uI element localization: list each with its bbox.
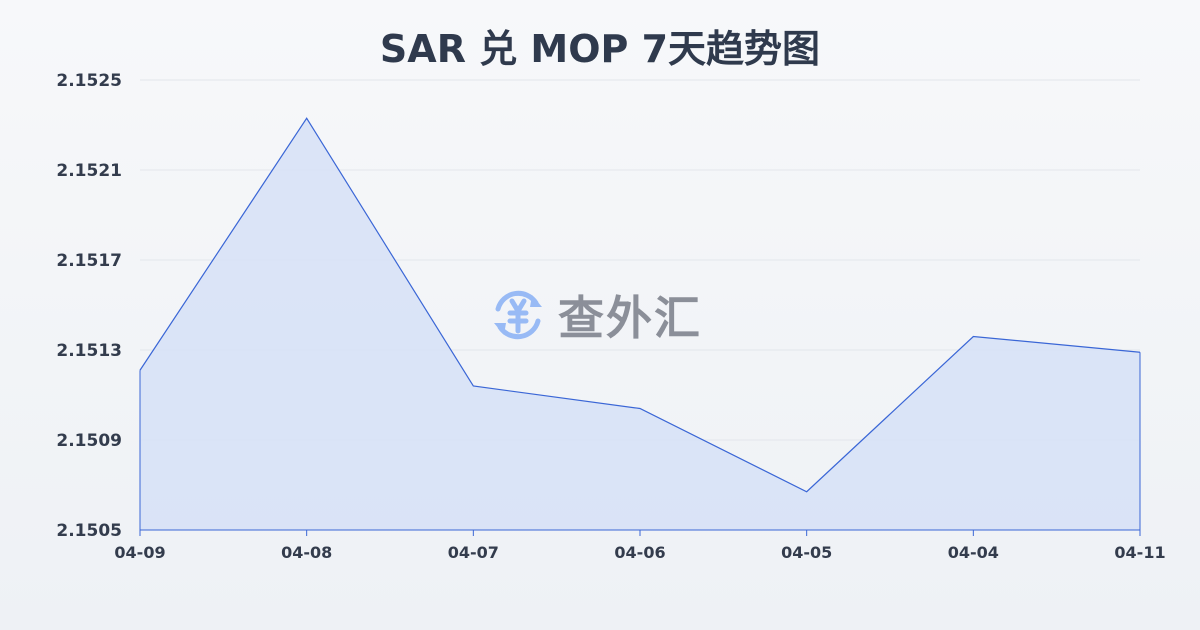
y-tick-label: 2.1513 <box>56 341 122 361</box>
x-tick-label: 04-04 <box>948 543 999 562</box>
y-tick-label: 2.1521 <box>56 161 122 181</box>
x-tick-label: 04-05 <box>781 543 832 562</box>
watermark: 查外汇 <box>488 282 702 348</box>
x-tick-label: 04-11 <box>1114 543 1165 562</box>
x-tick-label: 04-08 <box>281 543 332 562</box>
x-tick-label: 04-06 <box>614 543 665 562</box>
chart-title: SAR 兑 MOP 7天趋势图 <box>379 27 821 71</box>
yen-exchange-icon <box>494 290 542 340</box>
watermark-text: 查外汇 <box>558 291 702 345</box>
y-tick-label: 2.1525 <box>56 71 122 91</box>
area-fill <box>140 118 1140 530</box>
y-tick-label: 2.1505 <box>56 521 122 541</box>
y-tick-label: 2.1509 <box>56 431 122 451</box>
y-tick-label: 2.1517 <box>56 251 122 271</box>
x-tick-label: 04-07 <box>448 543 499 562</box>
x-tick-label: 04-09 <box>114 543 165 562</box>
